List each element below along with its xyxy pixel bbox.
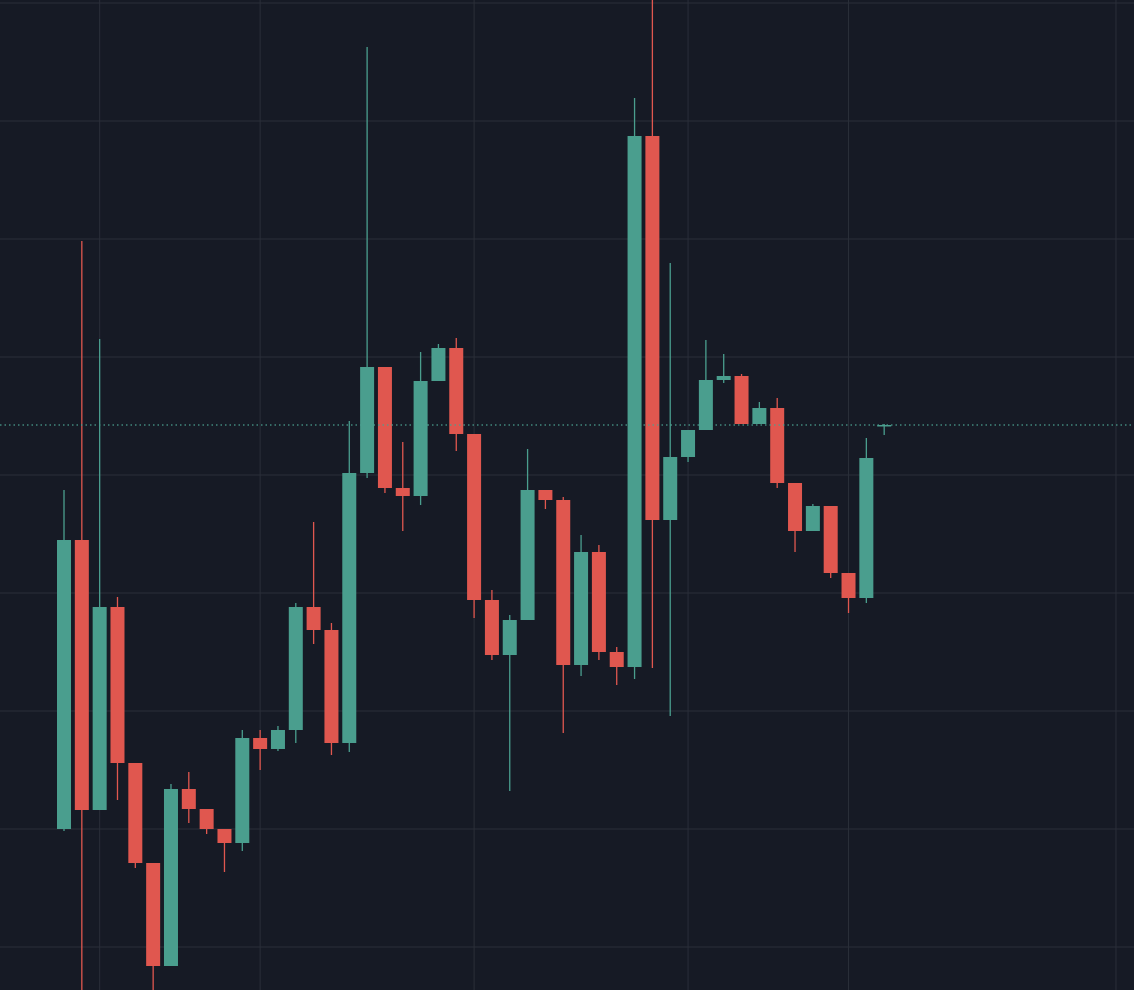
candle-body [609, 652, 624, 667]
candle-body [877, 425, 892, 427]
candle-body [413, 381, 428, 496]
candle-body [270, 730, 285, 749]
candle-body [591, 552, 606, 652]
candle-body [74, 540, 89, 810]
candle-body [645, 136, 660, 520]
candle-body [235, 738, 250, 843]
candle-body [163, 789, 178, 966]
candle-body [484, 600, 499, 655]
candle-body [217, 829, 232, 843]
candle-body [288, 607, 303, 730]
candle-body [698, 380, 713, 430]
candle-body [520, 490, 535, 620]
candle-body [377, 367, 392, 488]
candle-body [306, 607, 321, 630]
candle-body [574, 552, 589, 665]
candle-body [110, 607, 125, 763]
candle-body [681, 430, 696, 457]
candle-body [823, 506, 838, 573]
candle-body [395, 488, 410, 496]
candle-body [449, 348, 464, 434]
candle-body [841, 573, 856, 598]
candle-body [57, 540, 71, 829]
candle-body [556, 500, 571, 665]
candle-body [146, 863, 161, 966]
candle-body [360, 367, 375, 473]
candle-body [805, 506, 820, 531]
candle-body [663, 457, 678, 520]
candle-body [716, 376, 731, 380]
candle-body [502, 620, 517, 655]
candle-body [342, 473, 357, 743]
candle-body [199, 809, 214, 829]
candle-body [253, 738, 268, 749]
candle-body [627, 136, 642, 667]
candle-body [128, 763, 143, 863]
candle-body [770, 408, 785, 483]
candle-body [92, 607, 107, 810]
candle-body [788, 483, 803, 531]
candle-body [752, 408, 767, 424]
candle-body [538, 490, 553, 500]
candle-body [431, 348, 446, 381]
candle-body [181, 789, 196, 809]
candle-body [324, 630, 339, 743]
candle-body [734, 376, 749, 424]
candle-body [467, 434, 482, 600]
candle-body [859, 458, 874, 598]
